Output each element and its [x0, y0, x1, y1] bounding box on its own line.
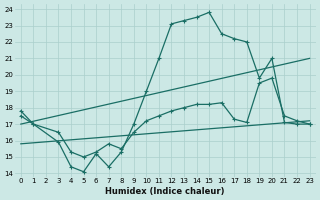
- X-axis label: Humidex (Indice chaleur): Humidex (Indice chaleur): [106, 187, 225, 196]
